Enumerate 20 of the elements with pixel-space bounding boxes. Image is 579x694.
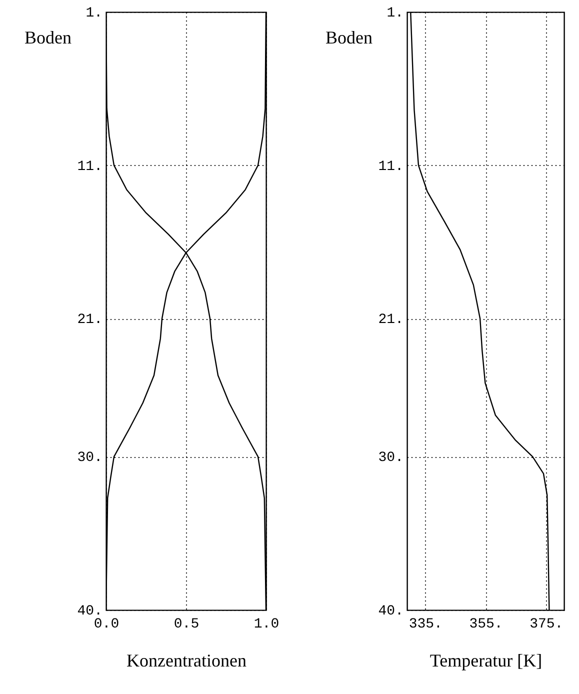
y-axis-title: Boden <box>24 28 72 48</box>
x-tick-label: 0.5 <box>174 616 200 632</box>
y-tick-label: 30. <box>378 450 404 466</box>
y-tick-label: 1. <box>86 6 102 22</box>
y-axis-title: Boden <box>326 28 372 48</box>
y-tick-label: 1. <box>386 6 404 22</box>
y-tick-label: 40. <box>378 604 404 620</box>
x-tick-label: 335. <box>408 616 442 632</box>
x-tick-label: 1.0 <box>254 616 280 632</box>
x-tick-label: 0.0 <box>94 616 120 632</box>
y-tick-label: 21. <box>77 312 102 328</box>
x-axis-title: Konzentrationen <box>126 650 246 670</box>
y-tick-label: 21. <box>378 312 404 328</box>
y-tick-label: 40. <box>77 604 102 620</box>
y-tick-label: 11. <box>77 158 102 175</box>
y-tick-label: 11. <box>378 158 404 175</box>
x-axis-title: Temperatur [K] <box>430 650 542 670</box>
y-tick-label: 30. <box>77 450 102 466</box>
x-tick-label: 375. <box>530 616 564 632</box>
x-tick-label: 355. <box>469 616 503 632</box>
